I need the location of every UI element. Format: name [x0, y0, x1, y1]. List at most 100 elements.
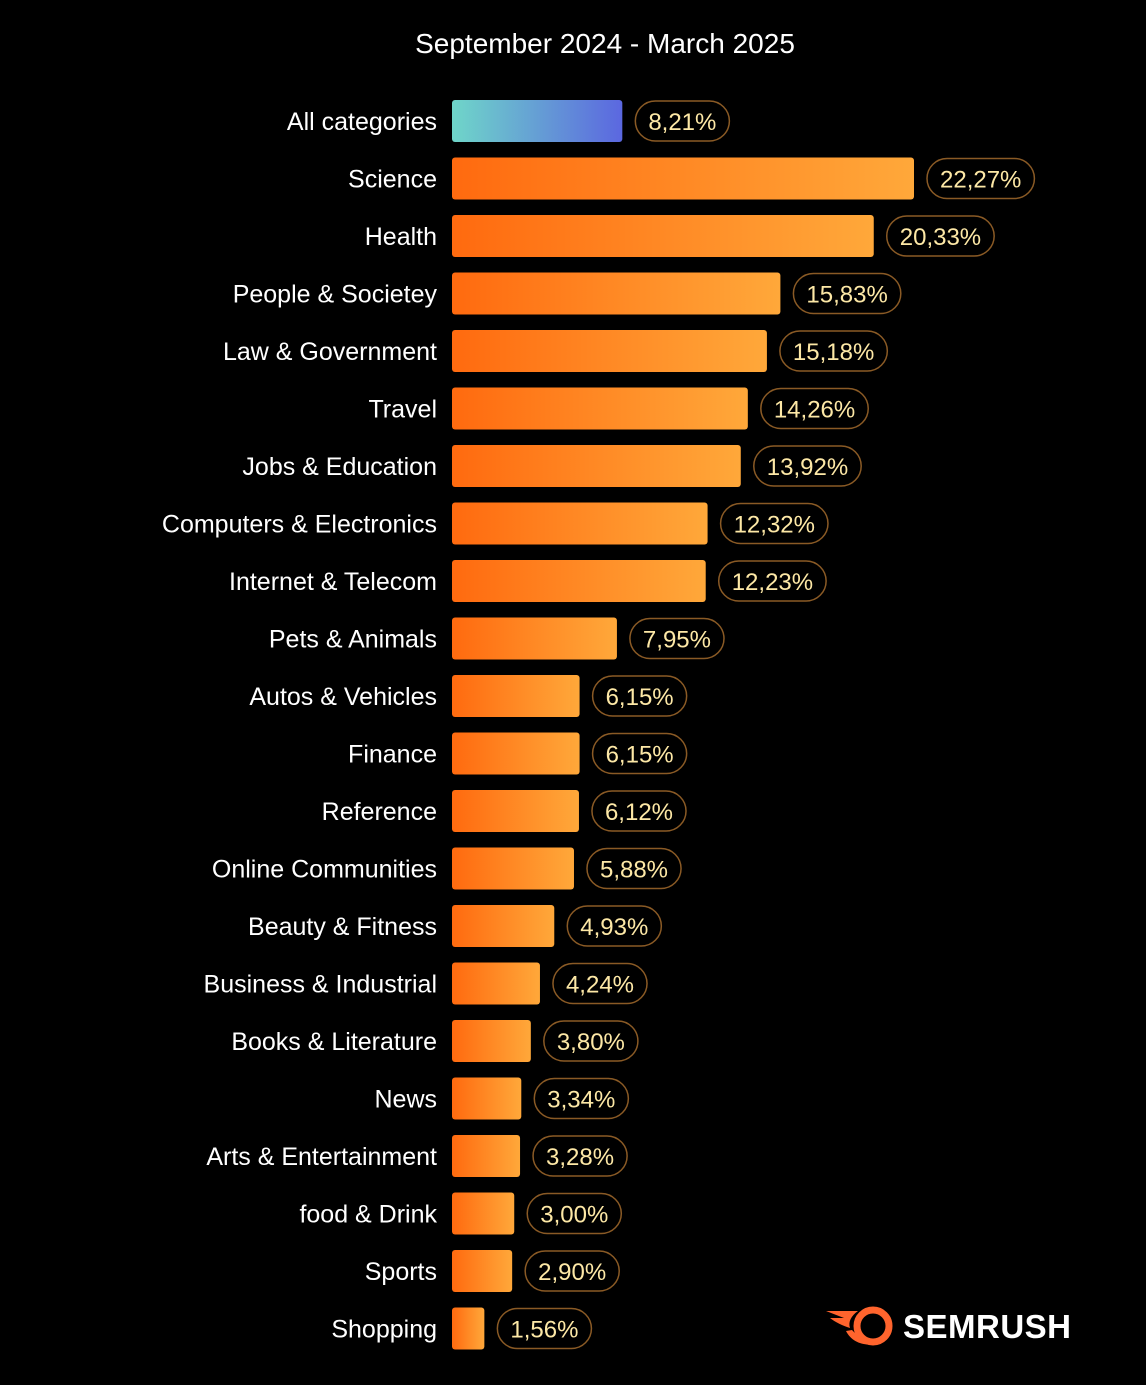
value-label: 20,33% [900, 224, 981, 251]
value-label: 22,27% [940, 167, 1021, 194]
value-pill [717, 560, 827, 602]
category-label: Online Communities [212, 856, 437, 884]
bar [452, 502, 708, 545]
value-pill [792, 272, 902, 315]
bar [452, 1192, 515, 1235]
value-pill [886, 215, 995, 257]
category-label: Business & Industrial [204, 971, 437, 999]
bar [452, 1135, 521, 1177]
value-pill [591, 790, 687, 832]
value-pill [926, 157, 1036, 200]
value-pill [552, 962, 648, 1005]
bar-row-jobs-education: Jobs & Education 13,92% [242, 445, 862, 487]
semrush-fireball-icon [826, 1306, 893, 1346]
bar [452, 445, 741, 487]
value-label: 15,83% [806, 282, 887, 309]
value-pill [496, 1307, 593, 1350]
category-label: Beauty & Fitness [248, 913, 437, 941]
value-pill [629, 617, 725, 660]
bar-row-online-communities: Online Communities 5,88% [212, 847, 682, 890]
bar [452, 1077, 522, 1120]
value-label: 8,21% [648, 109, 716, 136]
bar [452, 617, 617, 660]
bar [452, 560, 706, 602]
value-label: 15,18% [793, 339, 874, 366]
bar [452, 962, 540, 1005]
value-label: 6,15% [606, 742, 674, 769]
chart-title: September 2024 - March 2025 [415, 28, 795, 59]
bar [452, 847, 574, 890]
value-label: 4,24% [566, 972, 634, 999]
value-pill [524, 1250, 620, 1292]
value-label: 6,15% [606, 684, 674, 711]
bar-row-internet-telecom: Internet & Telecom 12,23% [229, 560, 827, 602]
category-label: Science [348, 166, 437, 194]
category-label: Internet & Telecom [229, 568, 437, 596]
bar [452, 1250, 513, 1292]
bar-row-arts-entertainment: Arts & Entertainment 3,28% [206, 1135, 628, 1177]
bar-row-finance: Finance 6,15% [348, 732, 688, 775]
bar [452, 330, 767, 372]
category-label: Arts & Entertainment [206, 1143, 437, 1171]
value-pill [591, 732, 688, 775]
category-label: All categories [287, 108, 437, 136]
bar-row-computers-electronics: Computers & Electronics 12,32% [162, 502, 829, 545]
value-label: 6,12% [605, 799, 673, 826]
bar-row-health: Health 20,33% [365, 215, 995, 257]
bar-row-reference: Reference 6,12% [322, 790, 687, 832]
bar [452, 272, 781, 315]
bar-row-books-literature: Books & Literature 3,80% [231, 1020, 639, 1062]
bar-all-categories [452, 100, 623, 142]
value-label: 5,88% [600, 857, 668, 884]
bars-group: All categories 8,21% Science 22,27% Health 20… [162, 100, 1036, 1350]
category-label: Finance [348, 741, 437, 769]
value-label: 3,34% [547, 1087, 615, 1114]
bar [452, 1307, 485, 1350]
category-label: food & Drink [299, 1201, 437, 1229]
bar-row-autos-vehicles: Autos & Vehicles 6,15% [249, 675, 688, 717]
bar-row-science: Science 22,27% [348, 157, 1036, 200]
value-pill [566, 905, 663, 947]
bar-row-travel: Travel 14,26% [368, 387, 869, 430]
bar [452, 675, 580, 717]
bar [452, 215, 874, 257]
semrush-logo: SEMRUSH [826, 1306, 1072, 1346]
value-label: 3,80% [557, 1029, 625, 1056]
value-pill [532, 1135, 628, 1177]
bar-row-all-categories: All categories 8,21% [287, 100, 731, 142]
category-label: Shopping [331, 1316, 437, 1344]
value-pill [543, 1020, 639, 1062]
value-pill [634, 100, 731, 142]
category-label: Autos & Vehicles [249, 683, 437, 711]
value-label: 12,23% [732, 569, 813, 596]
bar-row-sports: Sports 2,90% [365, 1250, 620, 1292]
value-pill [533, 1077, 630, 1120]
category-label: Sports [365, 1258, 437, 1286]
category-label: Health [365, 223, 437, 251]
value-pill [526, 1192, 623, 1235]
category-label: Law & Government [223, 338, 437, 366]
bar-row-people-societey: People & Societey 15,83% [233, 272, 902, 315]
category-label: People & Societey [233, 281, 438, 309]
value-pill [779, 330, 889, 372]
value-pill [753, 445, 862, 487]
category-label: Pets & Animals [269, 626, 437, 654]
value-label: 4,93% [580, 914, 648, 941]
bar-row-pets-animals: Pets & Animals 7,95% [269, 617, 725, 660]
bar-row-shopping: Shopping 1,56% [331, 1307, 593, 1350]
bar-row-law-government: Law & Government 15,18% [223, 330, 889, 372]
category-label: News [374, 1086, 437, 1114]
bar [452, 732, 580, 775]
bar [452, 1020, 531, 1062]
value-label: 14,26% [774, 397, 855, 424]
value-label: 13,92% [767, 454, 848, 481]
brand-name: SEMRUSH [903, 1308, 1072, 1345]
bar-row-beauty-fitness: Beauty & Fitness 4,93% [248, 905, 663, 947]
bar [452, 157, 914, 200]
category-label: Computers & Electronics [162, 511, 437, 539]
value-label: 1,56% [510, 1317, 578, 1344]
value-pill [591, 675, 688, 717]
value-pill [760, 387, 869, 430]
category-label: Travel [368, 396, 437, 424]
